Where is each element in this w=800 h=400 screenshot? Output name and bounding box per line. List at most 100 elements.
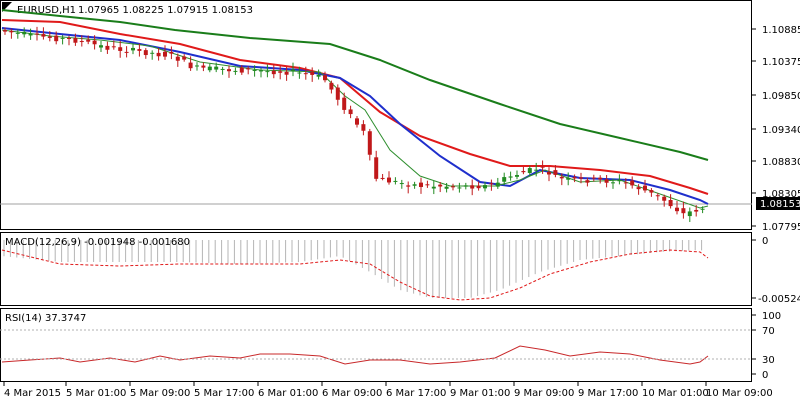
time-axis: 4 Mar 2015 5 Mar 01:00 5 Mar 09:00 5 Mar 17… (3, 382, 773, 399)
candle-body (9, 30, 14, 33)
candle-body (150, 52, 155, 54)
candle-body (540, 166, 545, 168)
candle-body (547, 172, 551, 175)
candle-body (598, 177, 603, 180)
candle-body (559, 176, 564, 179)
candle-body (67, 38, 71, 40)
candle-body (137, 49, 142, 51)
candle-body (361, 124, 366, 131)
candle-body (35, 33, 39, 35)
current-price-value: 1.08153 (760, 199, 800, 210)
candle-body (105, 45, 110, 50)
candle-body (438, 184, 443, 187)
rsi-panel-frame (0, 308, 752, 382)
candle-body (79, 41, 84, 43)
candle-body (182, 56, 187, 60)
time-label: 9 Mar 17:00 (578, 388, 638, 399)
candle-body (636, 187, 641, 190)
candle-body (457, 187, 462, 189)
candle-body (534, 169, 539, 171)
candle-body (387, 177, 391, 183)
candlesticks (3, 26, 705, 223)
rsi-line (1, 345, 709, 365)
time-label: 10 Mar 09:00 (706, 388, 773, 399)
candle-body (668, 199, 673, 207)
macd-signal-line (1, 249, 709, 301)
candle-body (291, 69, 295, 72)
moving-average-lines (1, 9, 709, 209)
candle-body (451, 186, 455, 188)
candle-body (73, 37, 78, 43)
current-price-badge (756, 197, 800, 210)
time-label: 6 Mar 17:00 (386, 388, 446, 399)
candle-body (265, 71, 270, 73)
candle-body (579, 177, 583, 179)
candle-body (374, 157, 379, 179)
candle-body (41, 34, 46, 37)
candle-body (675, 207, 679, 212)
candle-body (611, 182, 615, 184)
candle-body (483, 185, 487, 189)
time-label: 5 Mar 01:00 (66, 388, 126, 399)
candle-body (617, 180, 622, 182)
candle-body (47, 36, 52, 38)
candle-body (630, 180, 635, 186)
candle-body (335, 87, 340, 100)
price-tick: 1.07795 (762, 222, 800, 233)
time-label: 9 Mar 01:00 (450, 388, 510, 399)
ohlc-label: 1.07965 1.08225 1.07915 1.08153 (78, 5, 253, 16)
candle-body (412, 184, 417, 186)
candle-body (342, 97, 347, 110)
candle-body (515, 175, 519, 177)
candle-body (316, 74, 321, 77)
time-label: 6 Mar 09:00 (322, 388, 382, 399)
candle-body (124, 51, 129, 53)
candle-body (310, 71, 315, 75)
rsi-tick: 100 (762, 311, 781, 322)
candle-body (348, 109, 353, 115)
candle-body (22, 31, 27, 35)
candle-body (393, 180, 398, 182)
candle-body (470, 185, 475, 189)
candle-body (252, 69, 257, 71)
candle-body (303, 73, 308, 75)
candle-body (259, 70, 263, 72)
candle-body (623, 182, 628, 184)
candle-body (92, 40, 97, 45)
rsi-label: RSI(14) 37.3747 (5, 313, 86, 324)
candle-body (355, 118, 359, 125)
candle-body (233, 70, 238, 72)
rsi-line-group (1, 345, 709, 365)
candle-body (431, 186, 436, 189)
candle-body (643, 185, 647, 191)
candle-body (297, 72, 302, 74)
time-label: 9 Mar 09:00 (514, 388, 574, 399)
candle-body (425, 184, 430, 186)
rsi-tick: 30 (762, 355, 775, 366)
price-axis: 1.10885 1.10375 1.09850 1.09340 1.08830 … (752, 25, 800, 233)
price-tick: 1.10375 (762, 57, 800, 68)
candle-body (131, 47, 135, 51)
candle-body (99, 45, 103, 48)
candle-body (28, 33, 33, 36)
candle-body (60, 37, 65, 39)
main-panel-frame (0, 0, 752, 230)
ma-green-line (1, 9, 709, 161)
candle-body (175, 56, 180, 61)
candle-body (591, 177, 596, 179)
candle-body (3, 30, 7, 32)
candle-body (380, 177, 385, 179)
candle-body (662, 196, 667, 201)
candle-body (246, 68, 251, 70)
candle-body (566, 177, 571, 180)
candle-body (367, 131, 372, 155)
candle-body (463, 185, 468, 187)
ma-blue-line (1, 27, 709, 205)
symbol-label: EURUSD,H1 (17, 5, 76, 16)
price-tick: 1.10885 (762, 25, 800, 36)
candle-body (476, 185, 481, 189)
candle-body (118, 47, 123, 51)
candle-body (214, 66, 219, 70)
candle-body (195, 65, 199, 67)
